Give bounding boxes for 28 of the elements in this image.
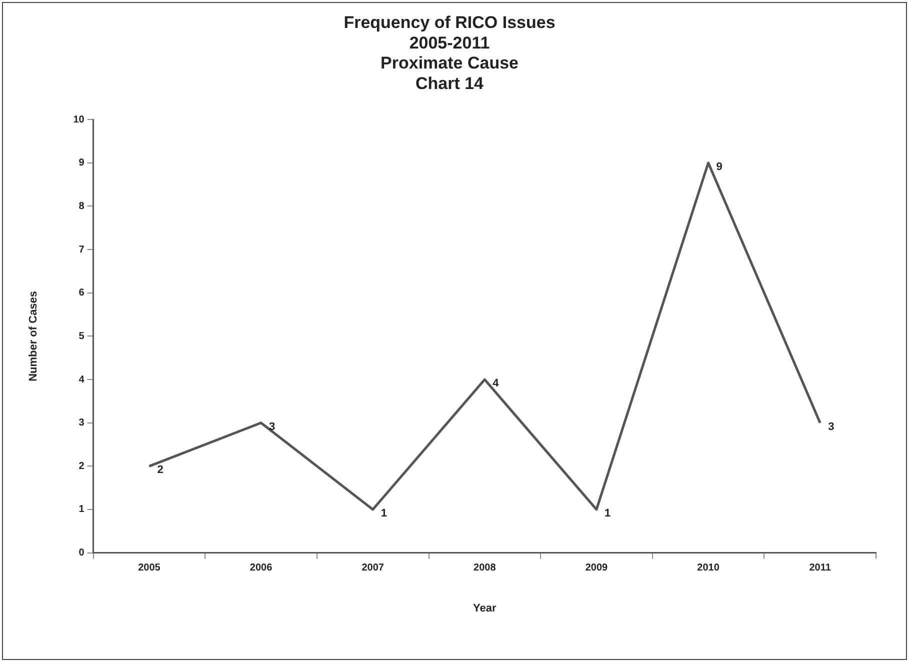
data-label: 2 — [157, 464, 164, 476]
y-tick-label: 5 — [78, 330, 85, 342]
y-tick-label: 1 — [78, 504, 85, 516]
y-tick-label: 4 — [78, 374, 85, 386]
y-axis-title: Number of Cases — [28, 290, 40, 382]
data-label: 3 — [269, 420, 276, 433]
data-label: 4 — [492, 378, 500, 390]
x-tick-label: 2006 — [250, 562, 273, 574]
x-tick-label: 2007 — [362, 562, 384, 574]
y-tick-label: 10 — [73, 114, 85, 126]
x-tick-label: 2011 — [809, 562, 832, 574]
y-tick-label: 8 — [78, 200, 85, 212]
data-label: 3 — [828, 420, 834, 433]
data-label: 1 — [604, 508, 611, 520]
x-tick-label: 2005 — [138, 562, 161, 574]
y-tick-label: 3 — [78, 418, 85, 429]
x-tick-label: 2010 — [697, 562, 720, 574]
data-label: 1 — [380, 508, 387, 520]
y-tick-label: 6 — [78, 288, 85, 299]
x-tick-label: 2008 — [474, 562, 496, 574]
x-axis-title: Year — [473, 602, 497, 614]
y-tick-label: 9 — [78, 158, 85, 169]
chart-title: Frequency of RICO Issues 2005-2011 Proximate Cause Chart 14 — [344, 12, 556, 94]
y-tick-label: 0 — [78, 548, 85, 559]
x-tick-label: 2009 — [585, 562, 608, 574]
data-label: 9 — [716, 160, 722, 173]
y-tick-label: 7 — [78, 244, 85, 256]
y-tick-label: 2 — [78, 460, 85, 472]
